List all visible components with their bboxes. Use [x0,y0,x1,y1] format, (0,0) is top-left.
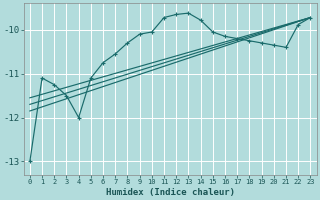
X-axis label: Humidex (Indice chaleur): Humidex (Indice chaleur) [106,188,235,197]
